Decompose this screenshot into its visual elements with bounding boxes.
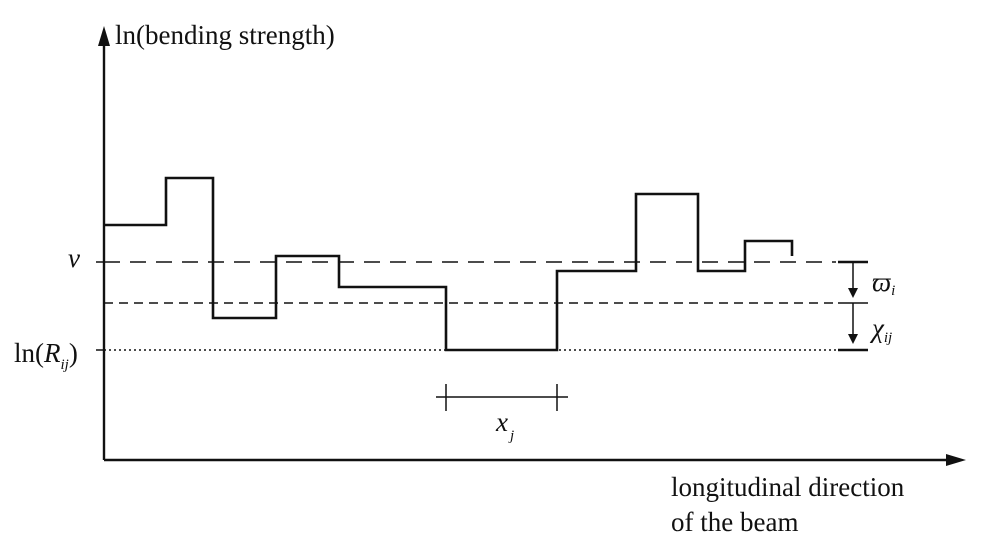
chi-subscript: ij [884, 330, 892, 346]
strength-step-curve [104, 176, 794, 352]
omega-label: ϖi [872, 267, 895, 299]
omega-symbol: ϖ [872, 267, 891, 297]
chi-symbol: χ [869, 313, 885, 343]
chi-label: χij [869, 313, 892, 346]
xj-symbol: x [495, 407, 508, 437]
x-axis-arrow-icon [946, 454, 966, 466]
x-axis-label-line2: of the beam [671, 507, 798, 537]
y-axis-arrow-icon [98, 26, 110, 46]
nu-label: ν [68, 243, 80, 273]
ln-r-symbol: R [43, 338, 61, 368]
omega-subscript: i [891, 283, 895, 299]
ln-r-suffix: ) [69, 338, 78, 368]
y-axis-label: ln(bending strength) [115, 20, 335, 50]
ln-r-label: ln(Rij) [14, 338, 78, 373]
ln-r-prefix: ln( [14, 338, 44, 368]
x-axis-label-line1: longitudinal direction [671, 472, 905, 502]
xj-subscript: j [508, 428, 514, 444]
ln-r-subscript: ij [61, 357, 69, 373]
